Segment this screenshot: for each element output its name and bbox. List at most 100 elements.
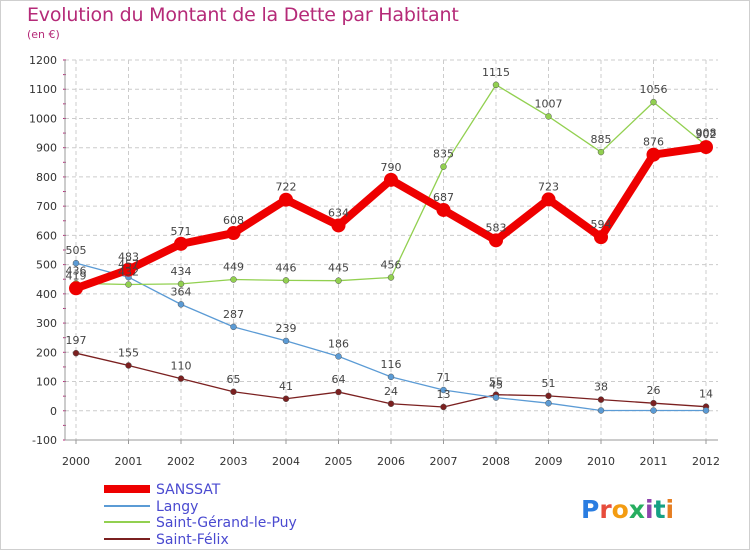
data-label: 908 — [696, 126, 717, 139]
data-label: 436 — [66, 264, 87, 277]
data-label: 239 — [276, 322, 297, 335]
logo-letter: o — [612, 495, 629, 524]
data-point-Langy — [650, 407, 657, 414]
legend-label: SANSSAT — [156, 482, 221, 498]
x-tick-label: 2007 — [430, 455, 458, 468]
y-tick-label: 600 — [36, 229, 57, 242]
data-point-Saint-Gérand-le-Puy — [282, 277, 290, 284]
data-point-SANSSAT — [279, 192, 293, 207]
data-label: 608 — [223, 214, 244, 227]
data-label: 885 — [591, 133, 612, 146]
data-label: 186 — [328, 337, 349, 350]
y-tick-label: 200 — [36, 346, 57, 359]
data-point-Saint-Gérand-le-Puy — [387, 274, 395, 281]
x-tick-label: 2010 — [587, 455, 615, 468]
data-point-Langy — [230, 323, 237, 331]
data-point-Langy — [492, 394, 500, 401]
data-label: 456 — [381, 258, 402, 271]
y-tick-label: 500 — [36, 259, 57, 272]
data-label: 51 — [542, 377, 556, 390]
data-label: 65 — [227, 373, 241, 386]
data-point-Saint-Gérand-le-Puy — [177, 280, 185, 288]
legend: SANSSATLangySaint-Gérand-le-PuySaint-Fél… — [104, 482, 297, 548]
y-tick-label: 1100 — [29, 83, 57, 96]
y-tick-label: -100 — [32, 434, 57, 447]
data-point-Langy — [387, 373, 395, 381]
y-tick-label: 0 — [50, 405, 57, 418]
data-point-Langy — [440, 386, 447, 394]
data-point-Langy — [597, 407, 605, 414]
x-tick-label: 2011 — [640, 455, 668, 468]
data-point-SANSSAT — [699, 140, 713, 155]
x-tick-label: 2008 — [482, 455, 510, 468]
x-tick-label: 2005 — [325, 455, 353, 468]
data-point-Langy — [72, 259, 80, 267]
logo-letter: x — [629, 495, 645, 524]
grid — [65, 59, 718, 441]
data-label: 457 — [118, 258, 139, 271]
x-tick-label: 2003 — [220, 455, 248, 468]
logo-letter: t — [654, 495, 666, 524]
logo-text: Proxiti — [581, 495, 674, 524]
data-label: 287 — [223, 308, 244, 321]
data-point-SANSSAT — [226, 226, 241, 241]
y-tick-label: 1000 — [29, 112, 57, 125]
y-tick-label: 300 — [36, 317, 57, 330]
data-point-SANSSAT — [594, 230, 608, 245]
data-label: 364 — [171, 285, 192, 298]
data-label: 432 — [118, 265, 139, 278]
data-point-SANSSAT — [174, 236, 188, 251]
data-label: 116 — [381, 358, 402, 371]
logo-letter: i — [645, 495, 654, 524]
x-tick-label: 2009 — [535, 455, 563, 468]
x-tick-label: 2012 — [692, 455, 720, 468]
data-label: 24 — [384, 385, 398, 398]
y-tick-label: 800 — [36, 171, 57, 184]
data-label: 594 — [591, 218, 612, 231]
data-point-Saint-Gérand-le-Puy — [230, 276, 237, 283]
data-label: 14 — [699, 388, 713, 401]
data-label: 155 — [118, 346, 139, 359]
data-point-Saint-Félix — [387, 400, 395, 408]
data-point-Saint-Félix — [125, 362, 132, 369]
legend-label: Saint-Gérand-le-Puy — [156, 515, 297, 531]
data-label: 45 — [489, 379, 503, 392]
y-tick-label: 400 — [36, 288, 57, 301]
x-tick-label: 2004 — [272, 455, 300, 468]
data-point-Saint-Félix — [335, 388, 342, 396]
data-point-Saint-Gérand-le-Puy — [545, 113, 552, 120]
data-label: 41 — [279, 380, 293, 393]
x-tick-label: 2000 — [62, 455, 90, 468]
data-label: 634 — [328, 206, 349, 219]
data-label: 38 — [594, 381, 608, 394]
x-tick-label: 2006 — [377, 455, 405, 468]
data-point-Saint-Gérand-le-Puy — [650, 98, 657, 106]
data-point-SANSSAT — [384, 172, 398, 187]
data-label: 583 — [486, 221, 507, 234]
data-label: 687 — [433, 191, 454, 204]
data-point-Langy — [282, 337, 290, 345]
logo-letter: i — [666, 495, 675, 524]
x-tick-label: 2002 — [167, 455, 195, 468]
y-tick-label: 1200 — [29, 54, 57, 67]
data-point-SANSSAT — [541, 192, 556, 207]
logo-letter: r — [599, 495, 612, 524]
data-label: 902 — [696, 128, 717, 141]
data-point-Saint-Gérand-le-Puy — [597, 148, 605, 156]
y-tick-label: 100 — [36, 376, 57, 389]
data-point-Langy — [177, 301, 185, 308]
data-point-Saint-Gérand-le-Puy — [440, 163, 447, 170]
data-label: 1115 — [482, 66, 510, 79]
x-tick-label: 2001 — [115, 455, 143, 468]
series-points — [69, 81, 713, 414]
data-point-Saint-Gérand-le-Puy — [335, 277, 342, 284]
chart-title: Evolution du Montant de la Dette par Hab… — [27, 4, 459, 26]
data-label: 64 — [332, 373, 346, 386]
data-label: 723 — [538, 180, 559, 193]
data-point-Saint-Félix — [545, 392, 552, 400]
data-point-Langy — [545, 399, 552, 407]
data-label: 571 — [171, 225, 192, 238]
data-label: 835 — [433, 148, 454, 161]
axes: -100 0 100 200 300 400 500 600 700 800 900 1000 1100… — [29, 54, 720, 468]
